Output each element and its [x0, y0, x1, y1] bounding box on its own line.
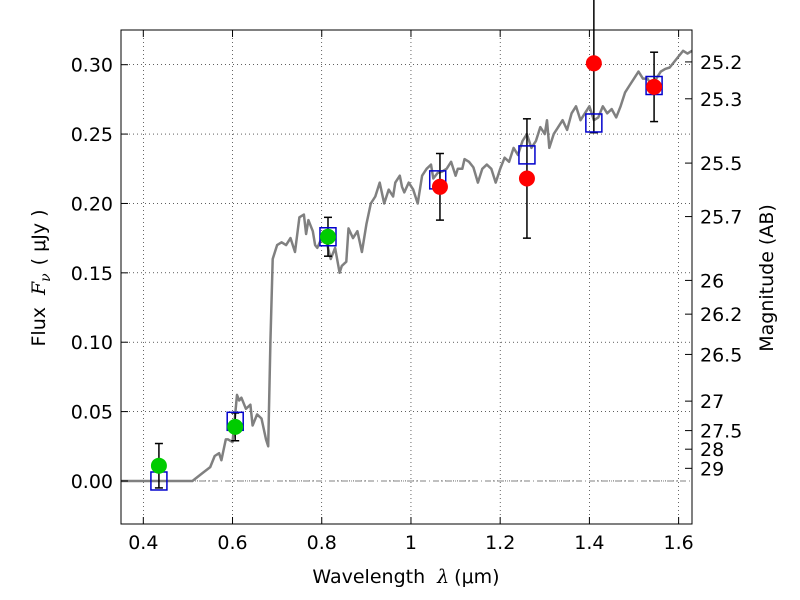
model-spectrum-line: [121, 49, 693, 483]
observed-point: [227, 418, 244, 435]
y2-tick-label: 25.3: [700, 89, 742, 111]
y-tick-label: 0.10: [71, 332, 113, 354]
x-tick-label: 1.6: [664, 532, 694, 554]
x-tick-label: 1.4: [574, 532, 604, 554]
observed-point: [150, 457, 167, 474]
model-photometry-square: [518, 145, 536, 165]
x-tick-label: 1.2: [485, 532, 515, 554]
x-tick-label: 0.8: [307, 532, 337, 554]
y2-tick-label: 27.5: [700, 421, 742, 443]
plot-background: [121, 30, 692, 524]
y2-tick-label: 29: [700, 458, 724, 480]
observed-point: [585, 55, 602, 72]
y-tick-label: 0.30: [71, 55, 113, 77]
y2-tick-label: 26.5: [700, 344, 742, 366]
observed-point: [518, 170, 535, 187]
x-tick-label: 0.4: [128, 532, 158, 554]
x-axis-label: Wavelength λ (μm): [312, 566, 499, 588]
y-tick-label: 0.15: [71, 263, 113, 285]
spectrum-layer: [121, 49, 693, 483]
y2-tick-label: 25.5: [700, 153, 742, 175]
y2-tick-label: 26: [700, 270, 724, 292]
x-tick-label: 1: [405, 532, 417, 554]
y-tick-label: 0.00: [71, 471, 113, 493]
y-axis-label-subscript: ν: [38, 273, 54, 282]
x-axis-label-symbol: λ: [436, 566, 449, 588]
y-tick-label: 0.20: [71, 193, 113, 215]
y-axis-label-symbol: F: [28, 281, 50, 296]
y2-axis-label: Magnitude (AB): [756, 204, 778, 352]
x-axis-label-unit: (μm): [454, 566, 499, 588]
ticks-layer: 0.4 0.6 0.8 1 1.2 1.4 1.6 0.00 0.05 0.10 0.15 0.20 0…: [71, 30, 742, 554]
observed-point: [319, 228, 336, 245]
y-axis-label-text: Flux: [28, 307, 50, 347]
y-tick-label: 0.25: [71, 124, 113, 146]
y2-tick-label: 27: [700, 391, 724, 413]
y-axis-label: Flux Fν ( μJy ): [28, 209, 54, 346]
model-photometry-square: [585, 113, 603, 133]
y2-tick-label: 25.2: [700, 52, 742, 74]
x-axis-label-text: Wavelength: [312, 566, 425, 588]
observed-point: [431, 178, 448, 195]
observed-points-layer: [150, 55, 663, 474]
y2-tick-label: 28: [700, 439, 724, 461]
plot-frame: [120, 29, 693, 525]
y2-tick-label: 26.2: [700, 304, 742, 326]
x-tick-label: 0.6: [217, 532, 247, 554]
y-tick-label: 0.05: [71, 402, 113, 424]
y-axis-label-unit: ( μJy ): [28, 209, 50, 265]
observed-point: [646, 78, 663, 95]
y2-tick-label: 25.7: [700, 207, 742, 229]
